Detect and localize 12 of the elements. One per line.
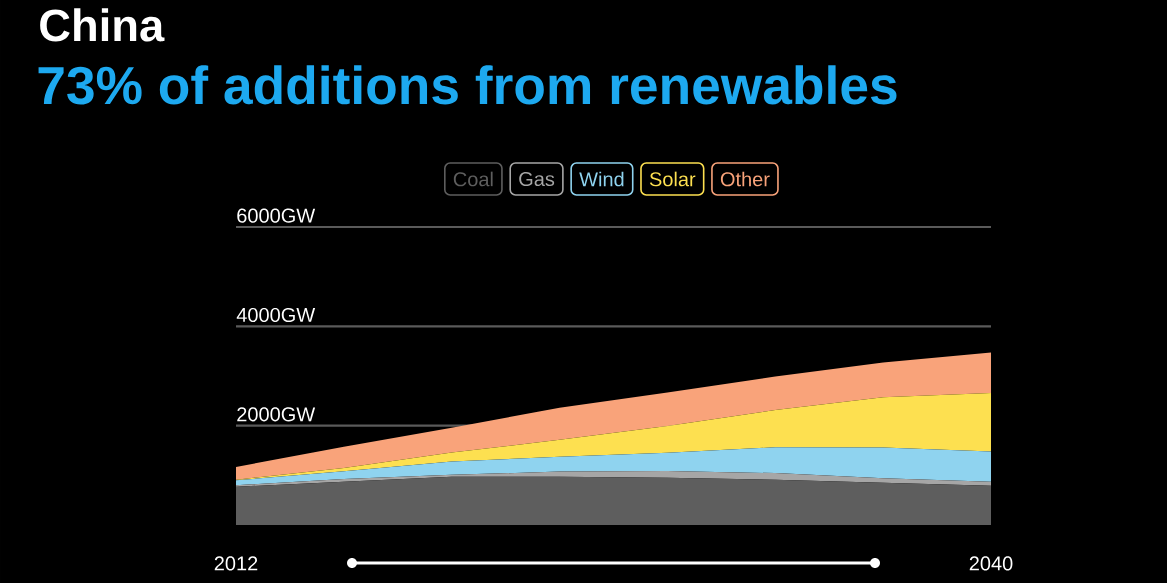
- x-tick-label: 2012: [214, 556, 258, 571]
- x-tick-label: 2040: [969, 556, 1013, 571]
- legend-label: Coal: [453, 171, 493, 187]
- legend-label: Wind: [579, 171, 624, 187]
- legend-label: Other: [720, 171, 770, 187]
- y-tick-label: 2000GW: [237, 407, 316, 422]
- legend-label: Gas: [519, 171, 555, 187]
- legend-label: Solar: [649, 171, 696, 187]
- y-tick-label: 4000GW: [236, 307, 316, 323]
- chart-subtitle: 73% of additions from renewables: [38, 65, 897, 105]
- chart-title: China: [40, 8, 165, 42]
- y-tick-label: 6000GW: [237, 208, 316, 223]
